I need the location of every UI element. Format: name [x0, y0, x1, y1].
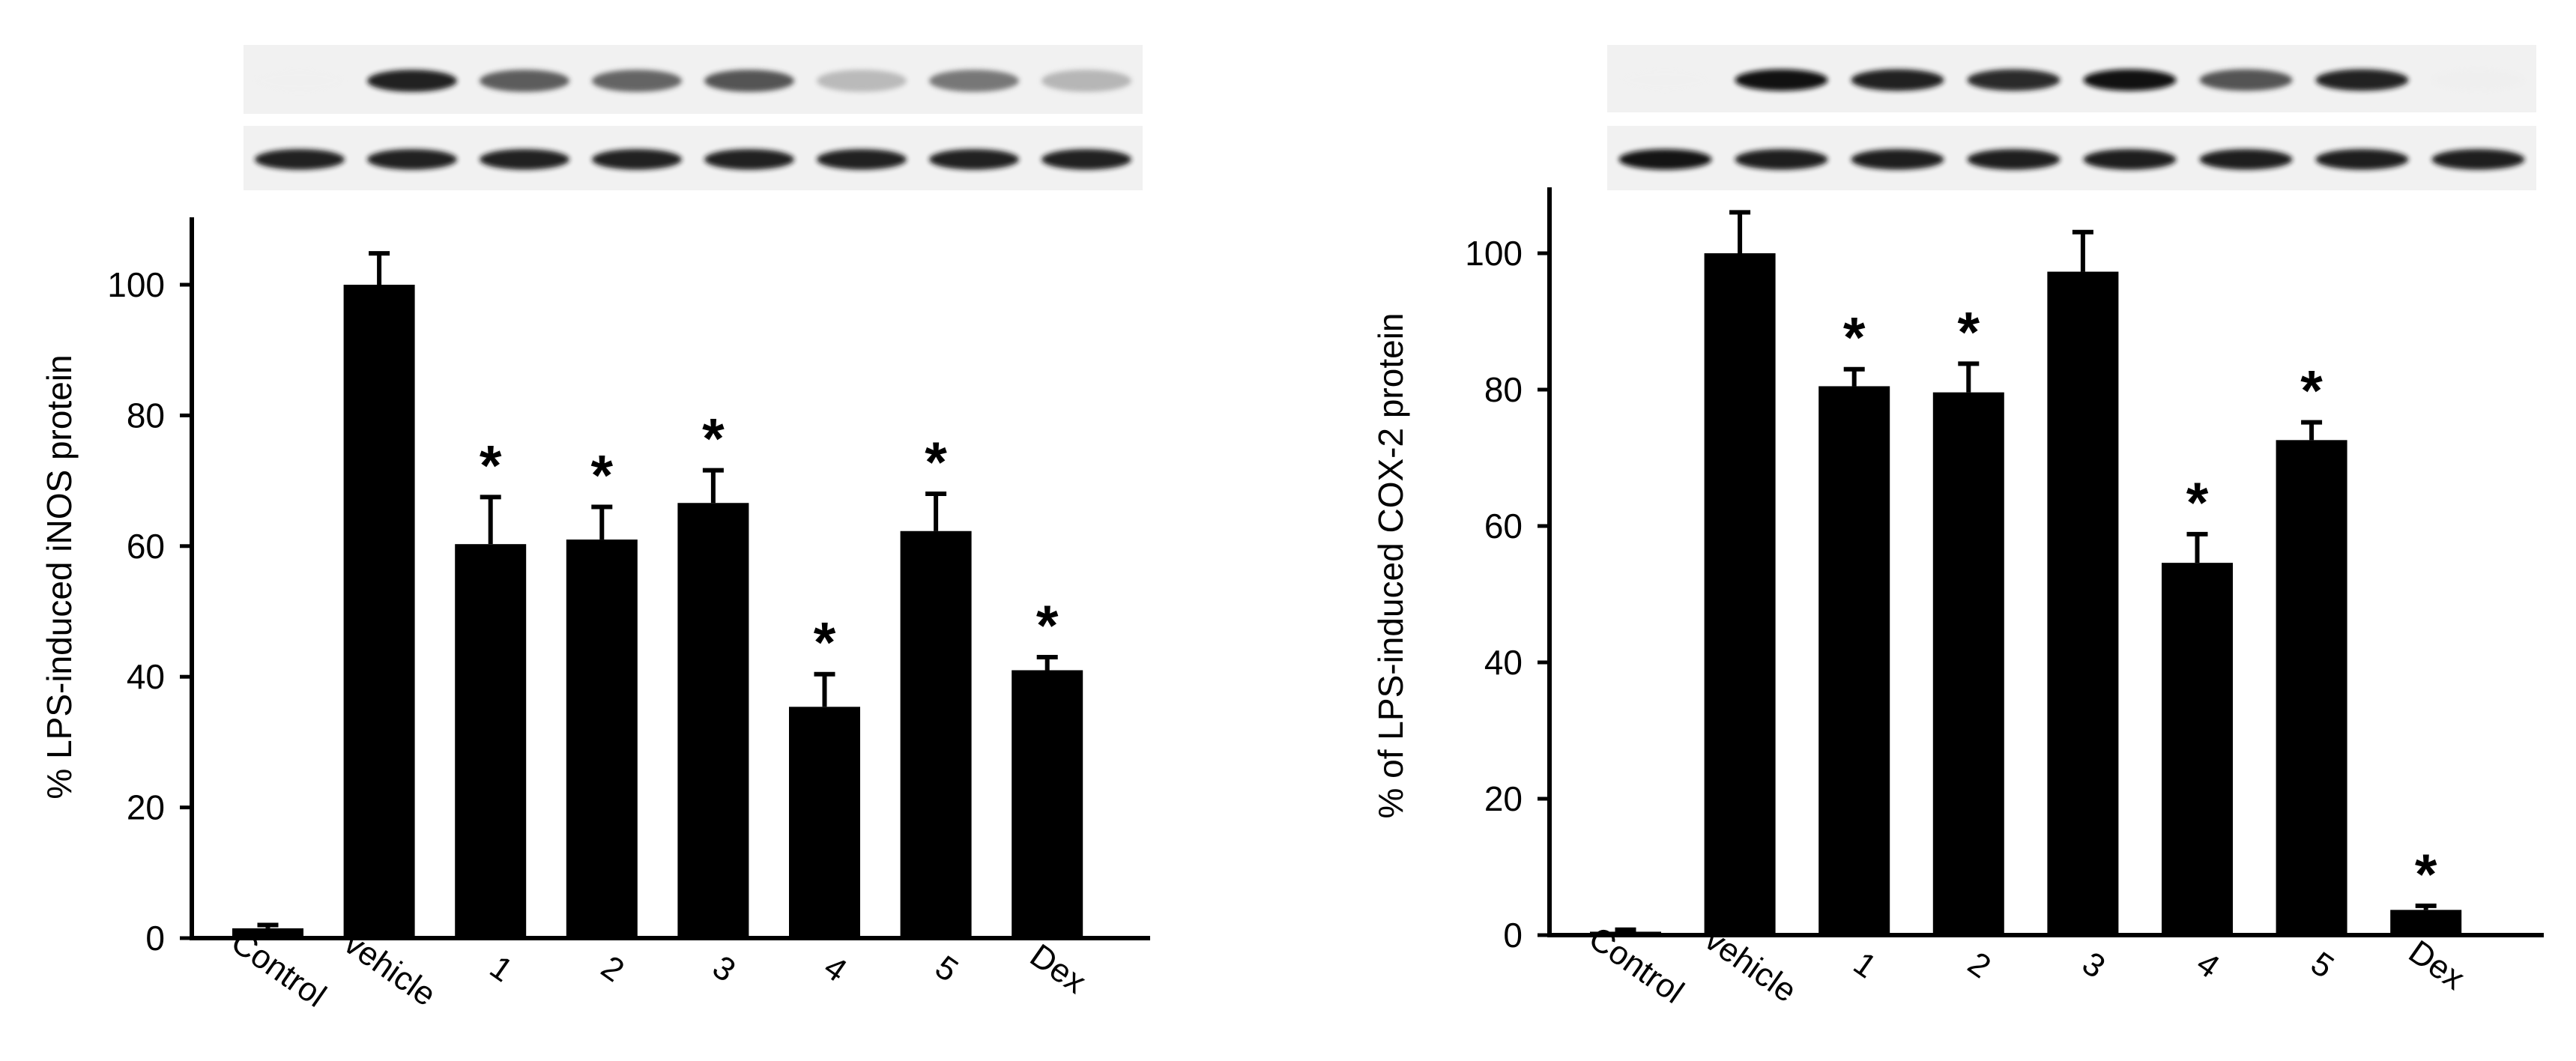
- western-blot-target-band: [2083, 69, 2177, 91]
- significance-marker: *: [2186, 471, 2209, 535]
- y-tick-label: 80: [1484, 370, 1523, 409]
- western-blot-target-band: [592, 70, 682, 92]
- western-blot-loading-control-band: [2199, 148, 2293, 170]
- significance-marker: *: [925, 431, 947, 495]
- bar: [677, 503, 749, 938]
- x-tick-label: 5: [2304, 945, 2340, 985]
- x-tick-label: 3: [706, 949, 742, 989]
- y-tick-label: 60: [1484, 507, 1523, 545]
- bar: [2162, 563, 2233, 935]
- significance-marker: *: [480, 434, 502, 498]
- bar: [1704, 253, 1776, 935]
- significance-marker: *: [1958, 300, 1980, 364]
- bar: [2390, 910, 2462, 935]
- western-blot-target: [244, 45, 1143, 114]
- y-tick-label: 40: [127, 657, 165, 696]
- western-blot-target-band: [1967, 69, 2061, 91]
- western-blot-target-band: [2199, 69, 2293, 91]
- significance-marker: *: [2300, 360, 2323, 423]
- western-blot-target: [1607, 45, 2536, 112]
- western-blot-loading-control-band: [817, 148, 907, 170]
- western-blot-loading-control-band: [2083, 148, 2177, 170]
- y-tick-label: 40: [1484, 643, 1523, 682]
- western-blot-loading-control-band: [1967, 148, 2061, 170]
- western-blot-loading-control-band: [1618, 148, 1712, 170]
- bar: [789, 707, 860, 938]
- bar: [900, 530, 972, 938]
- bar: [2276, 440, 2347, 935]
- y-tick-label: 100: [1465, 234, 1523, 273]
- x-tick-label: Dex: [1024, 937, 1092, 1001]
- western-blot-target-band: [255, 70, 345, 92]
- western-blot-loading-control: [1607, 126, 2536, 190]
- western-blot-loading-control-band: [1851, 148, 1944, 170]
- significance-marker: *: [814, 611, 836, 675]
- x-tick-label: Dex: [2402, 934, 2471, 997]
- western-blot-target-band: [2431, 69, 2525, 91]
- bar: [2047, 271, 2119, 935]
- x-tick-label: 5: [928, 949, 964, 989]
- western-blot-target-band: [1041, 70, 1131, 92]
- y-tick-label: 0: [1503, 916, 1523, 955]
- western-blot-target-band: [929, 70, 1019, 92]
- western-blot-target-band: [480, 70, 569, 92]
- y-axis-label: % of LPS-induced COX-2 protein: [1371, 312, 1410, 818]
- western-blot-target-band: [1618, 69, 1712, 91]
- western-blot-target-band: [1735, 69, 1828, 91]
- x-tick-label: 1: [483, 949, 519, 989]
- western-blot-loading-control-band: [2431, 148, 2525, 170]
- x-tick-label: 4: [817, 949, 853, 989]
- western-blot-target-band: [1851, 69, 1944, 91]
- western-blot-loading-control-band: [592, 148, 682, 170]
- western-blot-loading-control-band: [367, 148, 457, 170]
- western-blot-target-band: [704, 70, 794, 92]
- western-blot-loading-control-band: [255, 148, 345, 170]
- significance-marker: *: [2415, 843, 2437, 907]
- significance-marker: *: [1843, 306, 1866, 370]
- western-blot-target-band: [367, 70, 457, 92]
- significance-marker: *: [591, 444, 614, 507]
- western-blot-target-band: [817, 70, 907, 92]
- western-blot-loading-control-band: [1041, 148, 1131, 170]
- western-blot-loading-control-band: [2315, 148, 2409, 170]
- y-axis-label: % LPS-induced iNOS protein: [40, 354, 79, 799]
- bar: [1932, 392, 2004, 935]
- bar: [232, 928, 303, 938]
- bar: [343, 285, 415, 938]
- cox2-panel: 0 20 40 60 80 100 % of LPS-induced COX-2 prote…: [1371, 45, 2544, 1011]
- y-tick-label: 100: [107, 265, 165, 304]
- y-tick-label: 0: [145, 919, 165, 958]
- x-tick-label: 3: [2075, 945, 2111, 985]
- significance-marker: *: [702, 408, 725, 471]
- bar: [1012, 670, 1083, 938]
- y-tick-label: 60: [127, 527, 165, 566]
- bar: [1818, 386, 1890, 935]
- bar: [1590, 931, 1661, 935]
- western-blot-loading-control-band: [480, 148, 569, 170]
- x-tick-label: 2: [1962, 945, 1998, 985]
- western-blot-loading-control-band: [704, 148, 794, 170]
- western-blot-loading-control: [244, 126, 1143, 190]
- western-blot-loading-control-band: [1735, 148, 1828, 170]
- x-tick-label: 4: [2190, 945, 2226, 985]
- y-tick-label: 20: [1484, 779, 1523, 818]
- y-tick-label: 20: [127, 788, 165, 827]
- significance-marker: *: [1036, 594, 1059, 658]
- bar: [455, 544, 527, 938]
- y-tick-label: 80: [127, 396, 165, 435]
- x-tick-label: 2: [595, 949, 631, 989]
- bar: [566, 539, 638, 938]
- x-tick-label: 1: [1847, 945, 1883, 985]
- western-blot-target-band: [2315, 69, 2409, 91]
- western-blot-loading-control-band: [929, 148, 1019, 170]
